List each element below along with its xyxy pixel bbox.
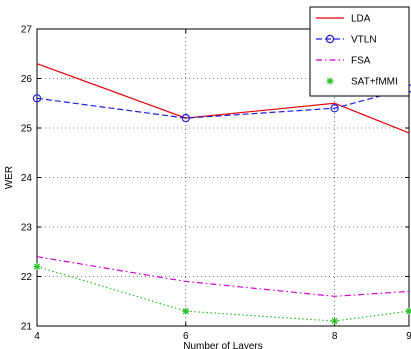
series-line-lda bbox=[36, 63, 410, 134]
series-fsa bbox=[36, 256, 410, 297]
data-point-vtln bbox=[181, 113, 190, 123]
series-lda bbox=[36, 63, 410, 134]
legend-label: SAT+fMMI bbox=[351, 77, 398, 88]
grid bbox=[37, 29, 409, 326]
series-line-sat-fmmi bbox=[36, 266, 410, 322]
legend-item-sat-fmmi: SAT+fMMI bbox=[326, 77, 398, 88]
y-tick-label: 27 bbox=[21, 25, 33, 36]
x-tick-label: 9 bbox=[406, 331, 411, 342]
y-tick-label: 26 bbox=[21, 74, 33, 85]
data-point-sat-fmmi bbox=[33, 263, 41, 271]
series-sat-fmmi bbox=[33, 263, 411, 325]
legend-item-vtln: VTLN bbox=[316, 35, 377, 46]
y-tick-label: 24 bbox=[21, 173, 33, 184]
data-point-vtln bbox=[330, 103, 339, 113]
y-tick-label: 25 bbox=[21, 124, 33, 135]
x-tick-label: 4 bbox=[34, 331, 40, 342]
legend-item-lda: LDA bbox=[316, 14, 371, 25]
y-axis-label: WER bbox=[4, 166, 15, 189]
series-line-fsa bbox=[36, 256, 410, 297]
legend-label: LDA bbox=[351, 14, 371, 25]
x-axis-label: Number of Layers bbox=[183, 341, 262, 349]
legend-label: VTLN bbox=[351, 35, 377, 46]
legend-item-fsa: FSA bbox=[316, 56, 371, 67]
data-point-sat-fmmi bbox=[331, 317, 339, 325]
legend-label: FSA bbox=[351, 56, 371, 67]
data-point-sat-fmmi bbox=[405, 307, 411, 315]
y-tick-label: 23 bbox=[21, 223, 33, 234]
x-tick-label: 6 bbox=[183, 331, 189, 342]
series-line-vtln bbox=[36, 87, 410, 119]
legend-marker bbox=[325, 34, 335, 44]
series-lines bbox=[32, 63, 411, 325]
y-tick-label: 22 bbox=[21, 272, 33, 283]
axis-ticks: 4 6 8 9 21 22 23 24 25 26 27 bbox=[21, 25, 411, 343]
x-tick-label: 8 bbox=[332, 331, 338, 342]
data-point-vtln bbox=[32, 94, 42, 103]
legend-marker bbox=[326, 77, 334, 85]
y-tick-label: 21 bbox=[21, 322, 33, 333]
data-point-sat-fmmi bbox=[182, 307, 190, 315]
legend: LDA VTLN FSA SAT+fMMI bbox=[309, 6, 410, 97]
